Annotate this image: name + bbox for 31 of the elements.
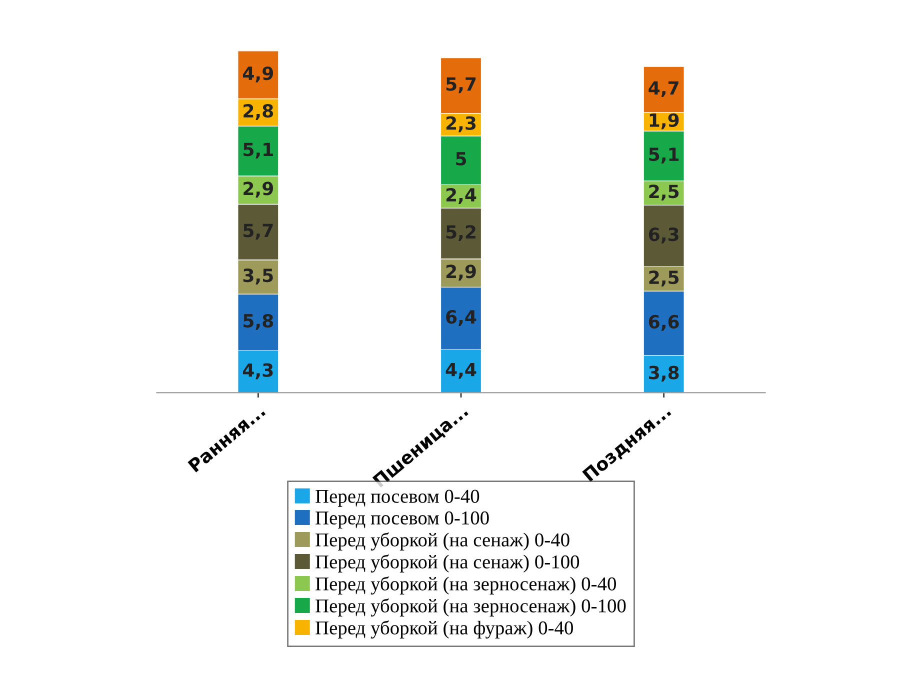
legend-label: Перед посевом 0-100 — [316, 511, 489, 528]
data-label: 5,7 — [446, 77, 476, 94]
data-label: 6,4 — [446, 310, 476, 326]
data-label: 1,9 — [650, 113, 679, 130]
data-label: 4,9 — [242, 66, 273, 82]
data-label: 5 — [456, 152, 466, 166]
legend-label: Перед уборкой (на зерносенаж) 0-100 — [316, 598, 626, 616]
legend-label: Перед посевом 0-40 — [316, 490, 480, 507]
data-label: 6,6 — [648, 314, 679, 331]
data-label: 5,2 — [446, 225, 476, 242]
legend-label: Перед уборкой (на сенаж) 0-100 — [316, 554, 580, 572]
data-label: 5,1 — [244, 142, 273, 159]
data-label: 5,1 — [649, 148, 679, 164]
legend-label: Перед уборкой (на сенаж) 0-40 — [316, 532, 570, 550]
data-label: 3,5 — [243, 268, 273, 285]
data-label: 2,9 — [446, 264, 476, 281]
legend-label: Перед уборкой (на зерносенаж) 0-40 — [316, 576, 616, 594]
data-label: 5,8 — [244, 314, 274, 330]
data-label: 2,3 — [446, 116, 476, 132]
data-label: 5,7 — [244, 224, 273, 240]
data-label: 2,5 — [649, 270, 679, 286]
data-label: 6,3 — [648, 228, 678, 244]
data-label: 2,9 — [244, 182, 273, 198]
data-label: 2,8 — [244, 104, 274, 120]
legend-label: Перед уборкой (на фураж) 0-40 — [316, 620, 573, 639]
data-label: 4,3 — [242, 363, 273, 380]
data-label: 2,5 — [649, 184, 679, 201]
data-label: 2,4 — [446, 188, 476, 204]
data-label: 4,4 — [446, 363, 476, 379]
data-label: 4,7 — [648, 81, 678, 98]
data-label: 3,8 — [649, 366, 679, 382]
